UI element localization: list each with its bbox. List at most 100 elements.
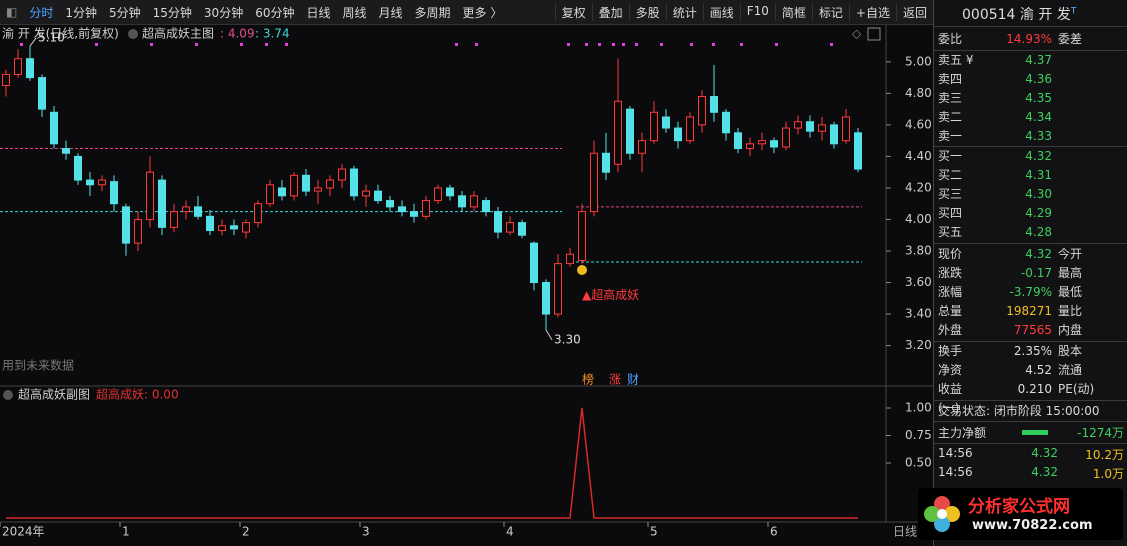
sub-indicator-icon[interactable] (3, 390, 13, 400)
period-tab[interactable]: 1分钟 (65, 5, 97, 20)
flow-row: 主力净额 -1274万 (938, 424, 1124, 441)
badge[interactable]: 榜 (582, 372, 594, 387)
toolbar-button[interactable]: 复权 (554, 3, 592, 21)
quote-row: 换手 2.35% 股本 (938, 342, 1124, 361)
sub-legend: 超高成妖: 0.00 (96, 387, 179, 402)
y-tick-label: 0.75 (905, 428, 932, 442)
toolbar-button[interactable]: F10 (739, 3, 775, 21)
diamond-icon[interactable]: ◇ (852, 27, 862, 41)
dot (612, 43, 615, 46)
quote-row: 卖三 4.35 (938, 89, 1124, 108)
candle-body (242, 222, 250, 233)
trade-row: 14:56 4.32 10.2万 (938, 446, 1124, 463)
row-extra: 内盘 (1058, 323, 1083, 337)
candle-body (698, 96, 706, 126)
trade-volume: 1.0万 (1092, 467, 1124, 481)
trade-time: 14:56 (938, 446, 973, 460)
badge[interactable]: 财 (627, 373, 639, 387)
nav-icon[interactable]: ◧ (6, 5, 18, 19)
candle-body (578, 211, 586, 261)
candle-body (110, 181, 118, 205)
candle-body (182, 206, 190, 213)
quote-panel: 000514 渝 开 发T 委比 14.93% 委差 卖五 ¥ 4.37 卖四 4.36 卖三… (933, 0, 1127, 546)
annotation-pointer (29, 37, 37, 47)
toolbar-buttons: 复权 叠加 多股 统计 画线 F10 简框 标记 +自选 返回 (554, 3, 933, 21)
row-value: -3.79% (1009, 285, 1052, 299)
toolbar-button[interactable]: 简框 (774, 3, 812, 21)
sub-title: 超高成妖副图 (18, 387, 90, 402)
badge[interactable]: 涨 (609, 372, 621, 387)
row-label: 买二 (938, 168, 963, 182)
y-tick-label: 3.60 (905, 275, 932, 289)
candle-body (662, 116, 670, 129)
watermark-url: www.70822.com (972, 518, 1093, 533)
indicator-name: 超高成妖主图 (142, 26, 214, 41)
row-extra: 委差 (1058, 32, 1083, 46)
candle-body (98, 179, 106, 186)
row-value: 4.37 (1025, 53, 1052, 67)
toolbar-button[interactable]: 标记 (811, 3, 849, 21)
toolbar-button[interactable]: +自选 (848, 3, 896, 21)
period-tab[interactable]: 月线 (378, 5, 403, 20)
collapse-icon[interactable] (867, 27, 881, 41)
row-extra: 今开 (1058, 247, 1083, 261)
period-tab[interactable]: 多周期 (414, 5, 451, 20)
row-label: 净资 (938, 363, 963, 377)
quote-row: 涨跌 -0.17 最高 (938, 264, 1124, 283)
quote-row: 买五 4.28 (938, 223, 1124, 242)
dot (622, 43, 625, 46)
period-tab[interactable]: 更多 〉 (462, 5, 503, 20)
dot (150, 43, 153, 46)
toolbar-button[interactable]: 返回 (895, 3, 933, 21)
row-value: 4.32 (1025, 149, 1052, 163)
period-tab[interactable]: 30分钟 (203, 5, 244, 20)
candle-body (470, 195, 478, 208)
y-tick-label: 3.20 (905, 338, 932, 352)
toolbar-button[interactable]: 叠加 (591, 3, 629, 21)
quote-row: 卖二 4.34 (938, 108, 1124, 127)
period-tab[interactable]: 60分钟 (255, 5, 295, 20)
x-tick-label: 2024年 (2, 525, 45, 539)
x-tick-label: 1 (122, 525, 130, 539)
row-value: 4.36 (1025, 72, 1052, 86)
trade-price: 4.32 (1031, 446, 1058, 460)
quote-row: 收益(一) 0.210 PE(动) (938, 380, 1124, 415)
candle-body (74, 155, 82, 181)
toolbar-button[interactable]: 统计 (665, 3, 703, 21)
dot (195, 43, 198, 46)
period-tab[interactable]: 日线 (306, 5, 331, 20)
candle-body (530, 242, 538, 284)
candle-body (458, 195, 466, 208)
candle-body (830, 124, 838, 145)
quote-row: 委比 14.93% 委差 (938, 30, 1124, 49)
row-label: 现价 (938, 247, 963, 261)
period-tab[interactable]: 周线 (342, 5, 367, 20)
separator (934, 400, 1127, 401)
indicator-icon[interactable] (128, 29, 138, 39)
row-label: 卖三 (938, 91, 963, 105)
period-tab[interactable]: 分时 (29, 5, 54, 20)
separator (934, 341, 1127, 342)
chart-bg (0, 25, 933, 546)
toolbar-button[interactable]: 画线 (702, 3, 740, 21)
row-value: 198271 (1006, 304, 1052, 318)
period-tab[interactable]: 15分钟 (152, 5, 192, 20)
y-tick-label: 4.20 (905, 180, 932, 194)
row-label: 收益(一) (938, 382, 963, 415)
candle-body (566, 253, 574, 265)
period-tab[interactable]: 5分钟 (109, 5, 141, 20)
quote-row: 买四 4.29 (938, 204, 1124, 223)
toolbar-button[interactable]: 多股 (628, 3, 666, 21)
dot (598, 43, 601, 46)
toolbar: ◧ 分时 1分钟 5分钟 15分钟 30分钟 60分钟 日线 周线 月线 多周期 更多 〉 复权 叠加… (0, 0, 933, 25)
candle-body (746, 143, 754, 150)
row-label: 卖二 (938, 110, 963, 124)
separator (934, 243, 1127, 244)
candle-body (206, 215, 214, 232)
candle-body (254, 203, 262, 224)
watermark: 分析家公式网 www.70822.com (918, 488, 1123, 540)
row-value: 14.93% (1006, 32, 1052, 46)
candle-body (194, 206, 202, 217)
dot (455, 43, 458, 46)
